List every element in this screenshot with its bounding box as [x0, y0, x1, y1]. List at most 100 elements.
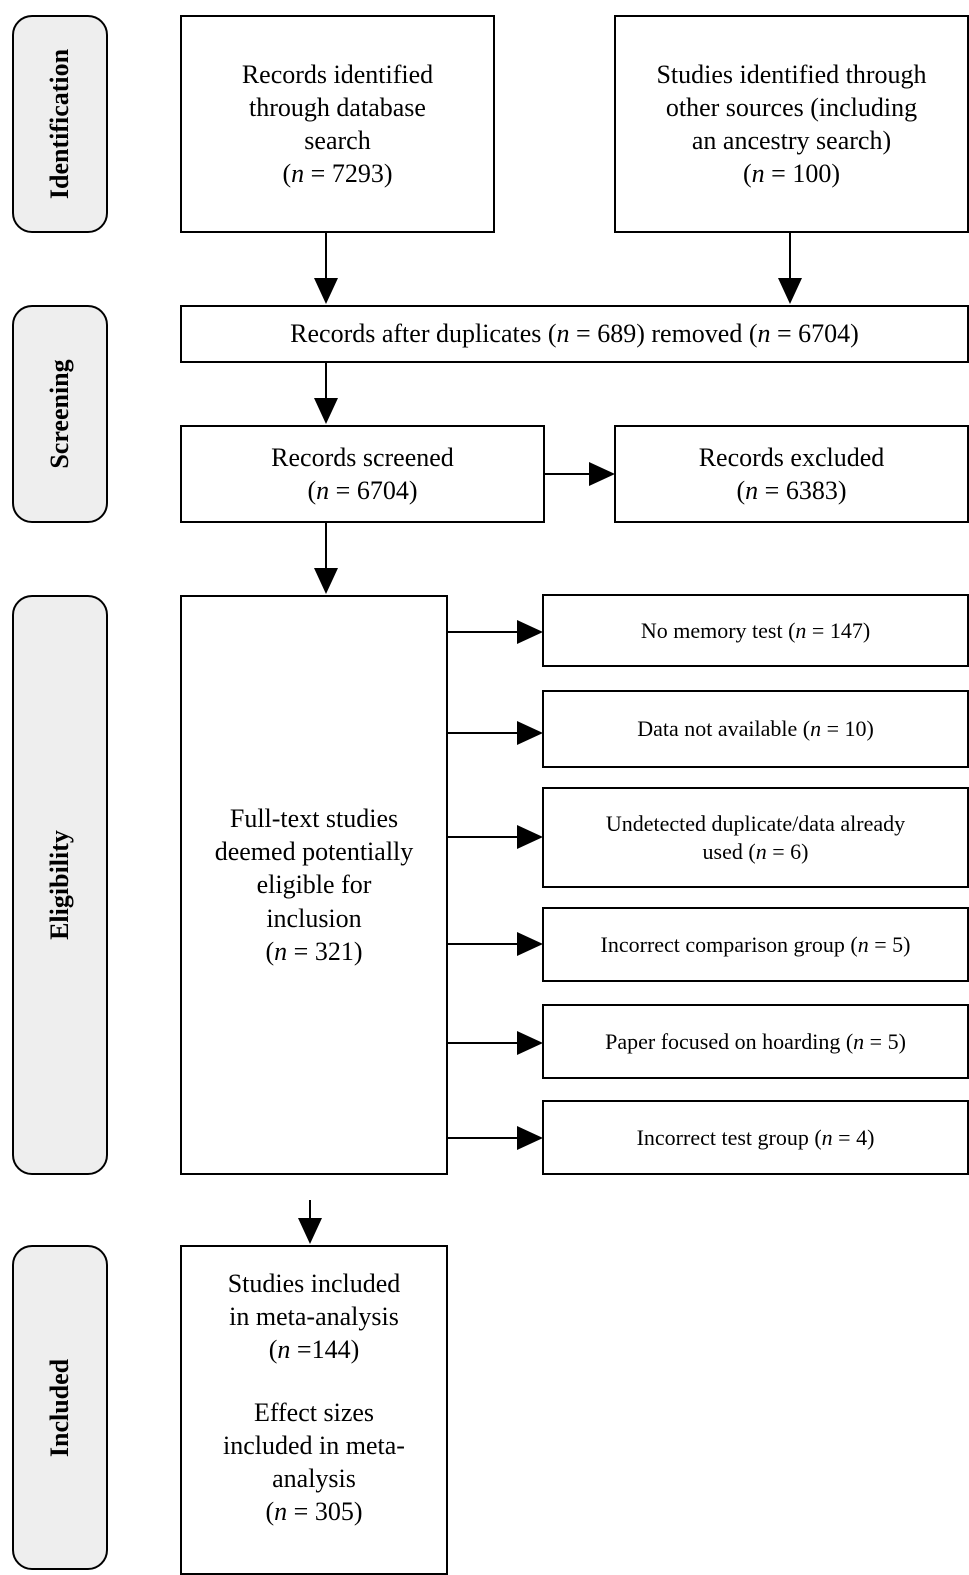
- exclusion-box-incorrect-comparison-group: Incorrect comparison group (n = 5): [542, 907, 969, 982]
- count-value: = 5): [864, 1028, 906, 1054]
- arrowhead-down: [298, 1218, 322, 1244]
- arrowhead-right: [517, 620, 543, 644]
- box-text-line: Undetected duplicate/data already: [605, 810, 906, 836]
- count-value: = 4): [832, 1124, 875, 1150]
- arrowhead-right: [517, 932, 543, 956]
- n-symbol: n: [757, 319, 771, 349]
- box-text-line: search: [304, 126, 371, 155]
- count-value: = 100): [764, 159, 840, 189]
- box-text-line: included in meta-: [223, 1431, 405, 1461]
- stage-tab-eligibility: Eligibility: [12, 595, 108, 1175]
- count-line: (n = 100): [743, 159, 840, 189]
- box-text-line: Records excluded: [698, 442, 885, 472]
- count-line: (n = 6383): [736, 476, 847, 505]
- stage-label-identification: Identification: [45, 48, 74, 200]
- box-text-line: Paper focused on hoarding (n = 5): [605, 1028, 906, 1056]
- count-value: = 7293): [304, 159, 393, 189]
- text-segment: = 6704): [770, 319, 859, 349]
- count-value: = 6): [766, 838, 809, 864]
- count-line: (n = 305): [265, 1497, 363, 1527]
- stage-label-eligibility: Eligibility: [45, 830, 74, 940]
- arrowhead-right: [517, 721, 543, 745]
- other-sources-box: Studies identified through other sources…: [614, 15, 969, 233]
- exclusion-box-paper-focused-on-hoarding: Paper focused on hoarding (n = 5): [542, 1004, 969, 1079]
- stage-tab-included: Included: [12, 1245, 108, 1570]
- exclusion-reason: used (: [702, 838, 756, 864]
- full-text-box: Full-text studies deemed potentially eli…: [180, 595, 448, 1175]
- box-text-line: Full-text studies: [229, 804, 399, 834]
- exclusion-box-undetected-duplicate: Undetected duplicate/data already used (…: [542, 787, 969, 888]
- n-symbol: n: [556, 319, 570, 349]
- records-screened-box: Records screened (n = 6704): [180, 425, 545, 523]
- after-duplicates-box: Records after duplicates (n = 689) remov…: [180, 305, 969, 363]
- box-text-line: through database: [249, 92, 426, 122]
- arrowhead-right: [589, 462, 615, 486]
- box-text-line: Records screened: [271, 442, 454, 472]
- text-segment: Records after duplicates (: [290, 319, 557, 349]
- exclusion-box-incorrect-test-group: Incorrect test group (n = 4): [542, 1100, 969, 1175]
- n-symbol: n: [821, 1124, 833, 1150]
- stage-label-screening: Screening: [45, 359, 74, 469]
- stage-tab-screening: Screening: [12, 305, 108, 523]
- count-value: =144): [290, 1335, 360, 1365]
- exclusion-box-data-not-available: Data not available (n = 10): [542, 690, 969, 768]
- n-symbol: n: [274, 1497, 288, 1527]
- records-excluded-box: Records excluded (n = 6383): [614, 425, 969, 523]
- box-text-line: Incorrect test group (n = 4): [637, 1124, 875, 1152]
- box-text-line: an ancestry search): [691, 126, 892, 155]
- stage-tab-identification: Identification: [12, 15, 108, 233]
- box-text-line: Studies included: [227, 1269, 401, 1298]
- count-value: = 5): [868, 931, 911, 957]
- n-symbol: n: [755, 838, 767, 864]
- included-box: Studies included in meta-analysis (n =14…: [180, 1245, 448, 1575]
- n-symbol: n: [810, 716, 822, 742]
- arrowhead-down: [778, 278, 802, 304]
- box-text-line: used (n = 6): [703, 838, 809, 866]
- exclusion-box-no-memory-test: No memory test (n = 147): [542, 594, 969, 667]
- exclusion-reason: Paper focused on hoarding (: [605, 1028, 854, 1054]
- box-text-line: No memory test (n = 147): [641, 617, 870, 645]
- count-line: (n = 7293): [282, 159, 393, 189]
- n-symbol: n: [291, 159, 305, 189]
- n-symbol: n: [277, 1335, 291, 1365]
- exclusion-reason: Incorrect comparison group (: [600, 931, 858, 957]
- arrowhead-right: [517, 1031, 543, 1055]
- n-symbol: n: [795, 617, 807, 643]
- stage-label-included: Included: [45, 1358, 74, 1457]
- exclusion-reason: Incorrect test group (: [636, 1124, 822, 1150]
- n-symbol: n: [751, 159, 765, 189]
- count-line: (n =144): [268, 1335, 360, 1365]
- exclusion-reason: No memory test (: [640, 617, 796, 643]
- n-symbol: n: [316, 476, 330, 505]
- box-text-line: inclusion: [266, 903, 362, 933]
- n-symbol: n: [274, 936, 288, 966]
- box-text-line: Studies identified through: [656, 59, 927, 89]
- count-value: = 6383): [758, 476, 847, 505]
- count-value: = 147): [806, 617, 871, 643]
- text-segment: = 689) removed (: [569, 319, 758, 349]
- box-text-line: deemed potentially: [214, 837, 414, 867]
- box-text-line: Records identified: [241, 59, 434, 89]
- arrowhead-right: [517, 1126, 543, 1150]
- box-text-line: analysis: [272, 1464, 356, 1494]
- arrowhead-down: [314, 278, 338, 304]
- arrowhead-down: [314, 398, 338, 424]
- n-symbol: n: [745, 476, 759, 505]
- box-text-line: other sources (including: [665, 92, 918, 122]
- exclusion-reason: Data not available (: [637, 716, 811, 742]
- box-text-line: in meta-analysis: [229, 1302, 399, 1332]
- n-symbol: n: [857, 931, 869, 957]
- box-text-line: Incorrect comparison group (n = 5): [601, 931, 911, 959]
- arrowhead-right: [517, 825, 543, 849]
- count-value: = 321): [287, 936, 363, 966]
- count-value: = 305): [287, 1497, 363, 1527]
- n-symbol: n: [853, 1028, 865, 1054]
- box-text-line: Records after duplicates (n = 689) remov…: [290, 317, 859, 350]
- box-text-line: Data not available (n = 10): [637, 715, 874, 743]
- box-text-line: eligible for: [256, 870, 372, 900]
- arrowhead-down: [314, 568, 338, 594]
- count-value: = 6704): [329, 476, 418, 505]
- box-text-line: Effect sizes: [253, 1398, 375, 1428]
